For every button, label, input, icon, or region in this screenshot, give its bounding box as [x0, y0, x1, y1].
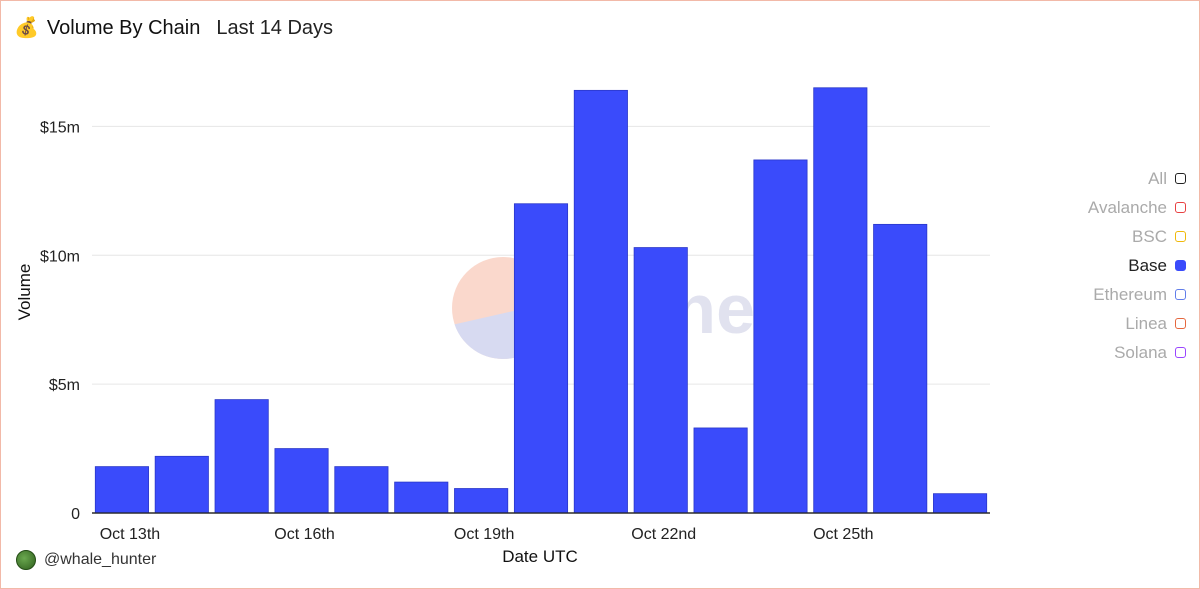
x-tick-label: Oct 22nd: [631, 526, 696, 543]
x-tick-label: Oct 19th: [454, 526, 514, 543]
legend-item-avalanche[interactable]: Avalanche: [1088, 193, 1186, 222]
chart-legend: All Avalanche BSC Base Ethereum Linea Solana: [1088, 164, 1186, 367]
bar: [753, 159, 808, 514]
bar: [274, 448, 329, 514]
bar: [454, 488, 509, 514]
legend-label: Solana: [1114, 342, 1167, 362]
bar: [394, 481, 449, 514]
bar: [334, 466, 389, 514]
legend-swatch: [1175, 260, 1186, 271]
x-tick-label: Oct 16th: [274, 526, 334, 543]
bar: [633, 247, 688, 514]
bar: [933, 493, 988, 514]
bar: [573, 89, 628, 514]
x-tick-label: Oct 25th: [813, 526, 873, 543]
legend-item-ethereum[interactable]: Ethereum: [1093, 280, 1186, 309]
y-tick-label: $10m: [40, 248, 80, 265]
legend-item-all[interactable]: All: [1148, 164, 1186, 193]
legend-swatch: [1175, 202, 1186, 213]
bar: [873, 223, 928, 514]
legend-label: Ethereum: [1093, 284, 1167, 304]
chart-subtitle: Last 14 Days: [216, 16, 334, 39]
bar: [813, 87, 868, 514]
bar: [513, 203, 569, 514]
legend-swatch: [1175, 347, 1186, 358]
y-tick-label: 0: [71, 506, 80, 523]
bar: [693, 427, 748, 514]
y-tick-label: $5m: [49, 377, 80, 394]
y-tick-label: $15m: [40, 119, 80, 136]
legend-label: Avalanche: [1087, 197, 1167, 217]
legend-swatch: [1175, 231, 1186, 242]
x-axis-title: Date UTC: [502, 547, 578, 566]
footer: @whale_hunter: [16, 550, 156, 570]
legend-swatch: [1175, 289, 1186, 300]
money-bag-icon: 💰: [14, 17, 39, 39]
y-axis-title: Volume: [15, 264, 34, 321]
legend-label: BSC: [1132, 226, 1167, 246]
legend-swatch: [1175, 318, 1186, 329]
legend-label: Linea: [1125, 313, 1167, 333]
bar: [214, 399, 269, 514]
legend-item-linea[interactable]: Linea: [1125, 309, 1186, 338]
chart-header: 💰 Volume By Chain Last 14 Days: [14, 14, 333, 42]
legend-item-base[interactable]: Base: [1128, 251, 1186, 280]
chart-title: Volume By Chain: [46, 16, 201, 39]
bar: [154, 455, 209, 514]
bar: [94, 466, 149, 514]
legend-swatch: [1175, 173, 1186, 184]
x-tick-label: Oct 13th: [100, 526, 160, 543]
username[interactable]: @whale_hunter: [44, 551, 157, 568]
legend-item-bsc[interactable]: BSC: [1132, 222, 1186, 251]
legend-label: All: [1148, 168, 1167, 188]
avatar[interactable]: [16, 550, 36, 570]
legend-item-solana[interactable]: Solana: [1114, 338, 1186, 367]
legend-label: Base: [1128, 255, 1167, 275]
